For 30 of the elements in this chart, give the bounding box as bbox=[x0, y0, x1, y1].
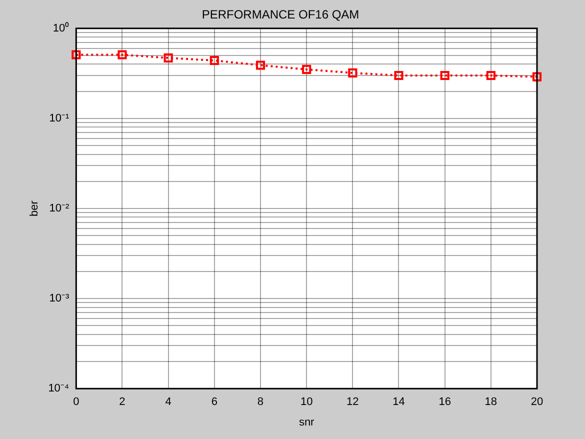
y-tick-label: 10⁻⁴ bbox=[48, 382, 70, 395]
y-tick-label: 10⁻³ bbox=[49, 292, 70, 305]
point bbox=[440, 70, 450, 80]
x-tick-label: 14 bbox=[392, 396, 405, 408]
point bbox=[210, 56, 219, 66]
chart-title: PERFORMANCE OF16 QAM bbox=[202, 8, 360, 22]
point bbox=[118, 50, 127, 60]
point bbox=[532, 72, 542, 82]
point bbox=[302, 64, 312, 74]
x-tick-label: 12 bbox=[346, 396, 359, 408]
y-tick-label: 10⁰ bbox=[52, 21, 70, 34]
x-tick-label: 18 bbox=[484, 396, 498, 408]
y-tick-label: 10⁻¹ bbox=[49, 112, 70, 124]
y-tick-label: 10⁻² bbox=[49, 202, 70, 215]
x-tick-label: 4 bbox=[165, 396, 172, 408]
x-tick-label: 16 bbox=[438, 396, 451, 408]
point bbox=[164, 53, 173, 62]
x-tick-label: 2 bbox=[119, 396, 126, 408]
point bbox=[256, 60, 266, 70]
x-tick-label: 0 bbox=[73, 396, 80, 408]
x-tick-label: 10 bbox=[300, 396, 313, 408]
x-tick-label: 6 bbox=[211, 396, 218, 408]
x-tick-label: 8 bbox=[257, 396, 264, 408]
x-axis-title: snr bbox=[298, 416, 315, 428]
y-axis-title: ber bbox=[28, 200, 41, 216]
x-tick-label: 20 bbox=[530, 396, 544, 408]
point bbox=[486, 70, 496, 80]
point bbox=[394, 70, 404, 80]
point bbox=[348, 68, 358, 78]
point bbox=[72, 50, 81, 60]
